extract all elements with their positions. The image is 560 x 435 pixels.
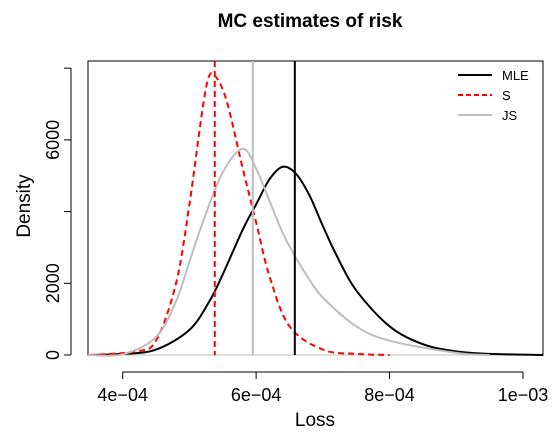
series-line-js xyxy=(89,147,490,357)
y-axis-label: Density xyxy=(14,174,35,238)
x-tick-label: 8e−04 xyxy=(364,385,415,405)
y-tick-label: 2000 xyxy=(43,263,63,303)
x-axis-label: Loss xyxy=(295,410,335,431)
legend: MLE S JS xyxy=(458,68,529,123)
vertical-lines xyxy=(213,61,296,355)
x-tick-label: 4e−04 xyxy=(97,385,148,405)
y-tick-label: 0 xyxy=(43,350,63,360)
legend-label-js: JS xyxy=(502,108,518,123)
legend-label-s: S xyxy=(502,88,511,103)
y-tick-label: 6000 xyxy=(43,120,63,160)
x-tick-label: 6e−04 xyxy=(231,385,282,405)
series-line-s xyxy=(89,72,390,356)
chart-title: MC estimates of risk xyxy=(218,11,403,32)
axes: 4e−04 6e−04 8e−04 1e−03 0 2000 6000 xyxy=(43,67,549,405)
x-tick-label: 1e−03 xyxy=(498,385,549,405)
series-layer xyxy=(88,72,544,357)
legend-label-mle: MLE xyxy=(502,68,529,83)
series-line-mle xyxy=(89,165,544,356)
